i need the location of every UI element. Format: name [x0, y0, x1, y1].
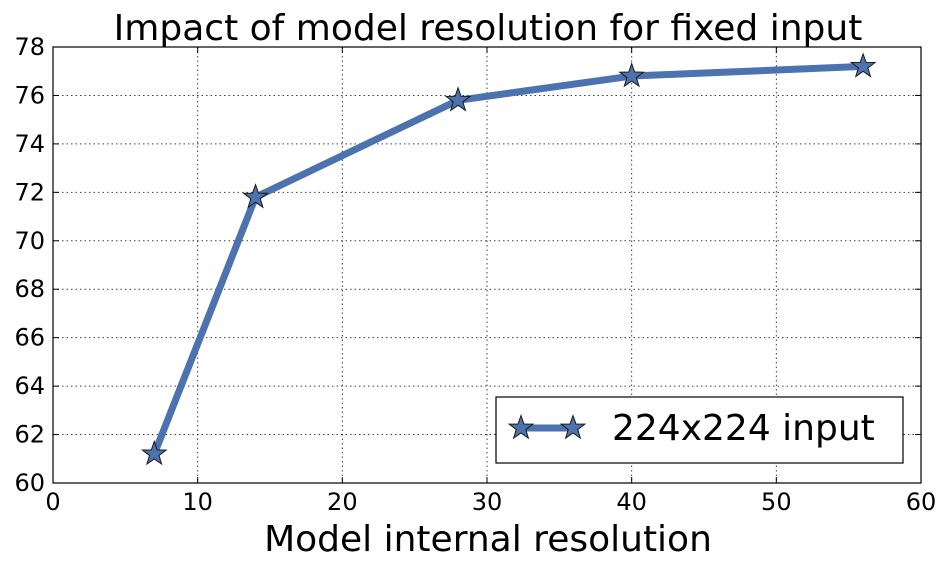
- data-point-star: [242, 183, 269, 209]
- data-point-star: [618, 62, 645, 88]
- y-tick-label: 78: [14, 33, 45, 61]
- y-tick-label: 70: [14, 227, 45, 255]
- y-tick-label: 76: [14, 81, 45, 109]
- x-tick-label: 60: [906, 488, 937, 516]
- series-layer: [140, 52, 877, 466]
- y-tick-label: 68: [14, 275, 45, 303]
- x-tick-label: 10: [182, 488, 213, 516]
- legend-label: 224x224 input: [612, 408, 875, 449]
- y-tick-label: 72: [14, 178, 45, 206]
- legend-star-icons: [507, 413, 587, 440]
- plot-frame: [52, 46, 922, 484]
- legend: 224x224 input: [495, 396, 904, 464]
- y-tick-label: 74: [14, 130, 45, 158]
- x-tick-label: 40: [616, 488, 647, 516]
- x-tick-label: 20: [327, 488, 358, 516]
- x-tick-labels: 0 10 20 30 40 50 60: [45, 488, 936, 516]
- y-tick-label: 62: [14, 421, 45, 449]
- data-point-star: [444, 86, 472, 112]
- star-icon: [559, 413, 587, 440]
- x-axis-label: Model internal resolution: [264, 519, 712, 560]
- y-tick-label: 64: [14, 372, 45, 400]
- y-tick-labels: 60 62 64 66 68 70 72 74 76 78: [14, 33, 45, 497]
- chart-title: Impact of model resolution for fixed inp…: [114, 8, 863, 49]
- star-icon: [507, 413, 535, 440]
- y-tick-label: 66: [14, 324, 45, 352]
- x-tick-label: 50: [761, 488, 792, 516]
- data-point-star: [849, 52, 877, 78]
- data-point-star: [140, 439, 168, 466]
- series-line: [150, 62, 867, 458]
- y-tick-label: 60: [14, 469, 45, 497]
- x-tick-label: 0: [45, 488, 60, 516]
- x-tick-label: 30: [472, 488, 503, 516]
